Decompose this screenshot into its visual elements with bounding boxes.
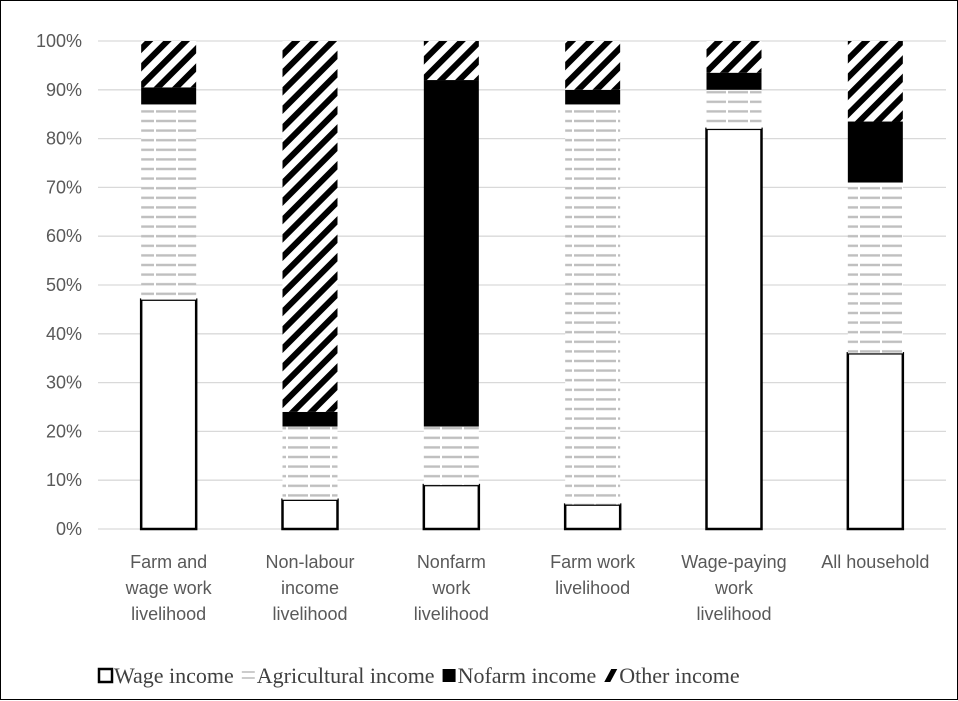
- legend-label: Agricultural income: [257, 663, 435, 688]
- x-category-label: All household: [821, 552, 929, 572]
- bar-segment-wage-income: [281, 498, 339, 531]
- bar-segment-wage-income: [139, 298, 198, 531]
- bar-segment-nofarm-income: [706, 72, 762, 90]
- y-tick-label: 70%: [46, 177, 82, 197]
- x-category-label: Farm and wage work livelihood: [125, 552, 213, 624]
- x-category-label: Wage-paying work livelihood: [681, 552, 786, 624]
- bar-segment-agricultural-income: [423, 426, 479, 486]
- bar-segment-nofarm-income: [565, 89, 621, 105]
- bar-segment-nofarm-income: [282, 411, 338, 427]
- y-tick-label: 30%: [46, 373, 82, 393]
- x-category-label: Non-labour income livelihood: [265, 552, 354, 624]
- x-category-label: Nonfarm work livelihood: [414, 552, 489, 624]
- bar-segment-other-income: [423, 41, 479, 81]
- y-tick-label: 20%: [46, 421, 82, 441]
- y-tick-label: 40%: [46, 324, 82, 344]
- bar-segment-agricultural-income: [282, 426, 338, 500]
- legend-swatch: [97, 667, 114, 684]
- bar-segment-nofarm-income: [423, 80, 479, 427]
- legend-label: Other income: [619, 663, 739, 688]
- bar-segment-other-income: [282, 41, 338, 412]
- bar-segment-wage-income: [705, 127, 763, 531]
- bar-segment-agricultural-income: [141, 104, 197, 300]
- bar-segment-agricultural-income: [847, 182, 903, 354]
- bar-segment-other-income: [141, 41, 197, 88]
- bar-segment-other-income: [847, 41, 903, 122]
- bar-segment-wage-income: [563, 503, 622, 531]
- x-category-label: Farm work livelihood: [550, 552, 636, 598]
- bars: [139, 41, 905, 531]
- y-tick-label: 10%: [46, 470, 82, 490]
- y-tick-label: 50%: [46, 275, 82, 295]
- bar-segment-nofarm-income: [141, 87, 197, 105]
- y-tick-label: 60%: [46, 226, 82, 246]
- bar-segment-wage-income: [422, 483, 481, 531]
- legend: Wage income Agricultural income Nofarm inc…: [97, 663, 740, 688]
- y-axis-ticks: 0% 10% 20% 30% 40% 50% 60% 70% 80% 90% 100%: [36, 31, 82, 539]
- bar-segment-other-income: [706, 41, 762, 73]
- bar-segment-nofarm-income: [847, 121, 903, 183]
- y-tick-label: 80%: [46, 129, 82, 149]
- bar-segment-wage-income: [846, 352, 905, 531]
- legend-label: Nofarm income: [458, 663, 597, 688]
- bar-segment-agricultural-income: [565, 104, 621, 505]
- bar-segment-agricultural-income: [706, 89, 762, 129]
- y-tick-label: 0%: [56, 519, 82, 539]
- legend-swatch: [442, 669, 456, 682]
- legend-swatch: [604, 669, 618, 682]
- bar-segment-other-income: [565, 41, 621, 90]
- y-tick-label: 90%: [46, 80, 82, 100]
- legend-label: Wage income: [114, 663, 234, 688]
- legend-swatch: [241, 671, 255, 679]
- gridlines: [98, 40, 946, 530]
- y-tick-label: 100%: [36, 31, 82, 51]
- x-axis-labels: Farm and wage work livelihood Non-labour inc…: [125, 552, 930, 624]
